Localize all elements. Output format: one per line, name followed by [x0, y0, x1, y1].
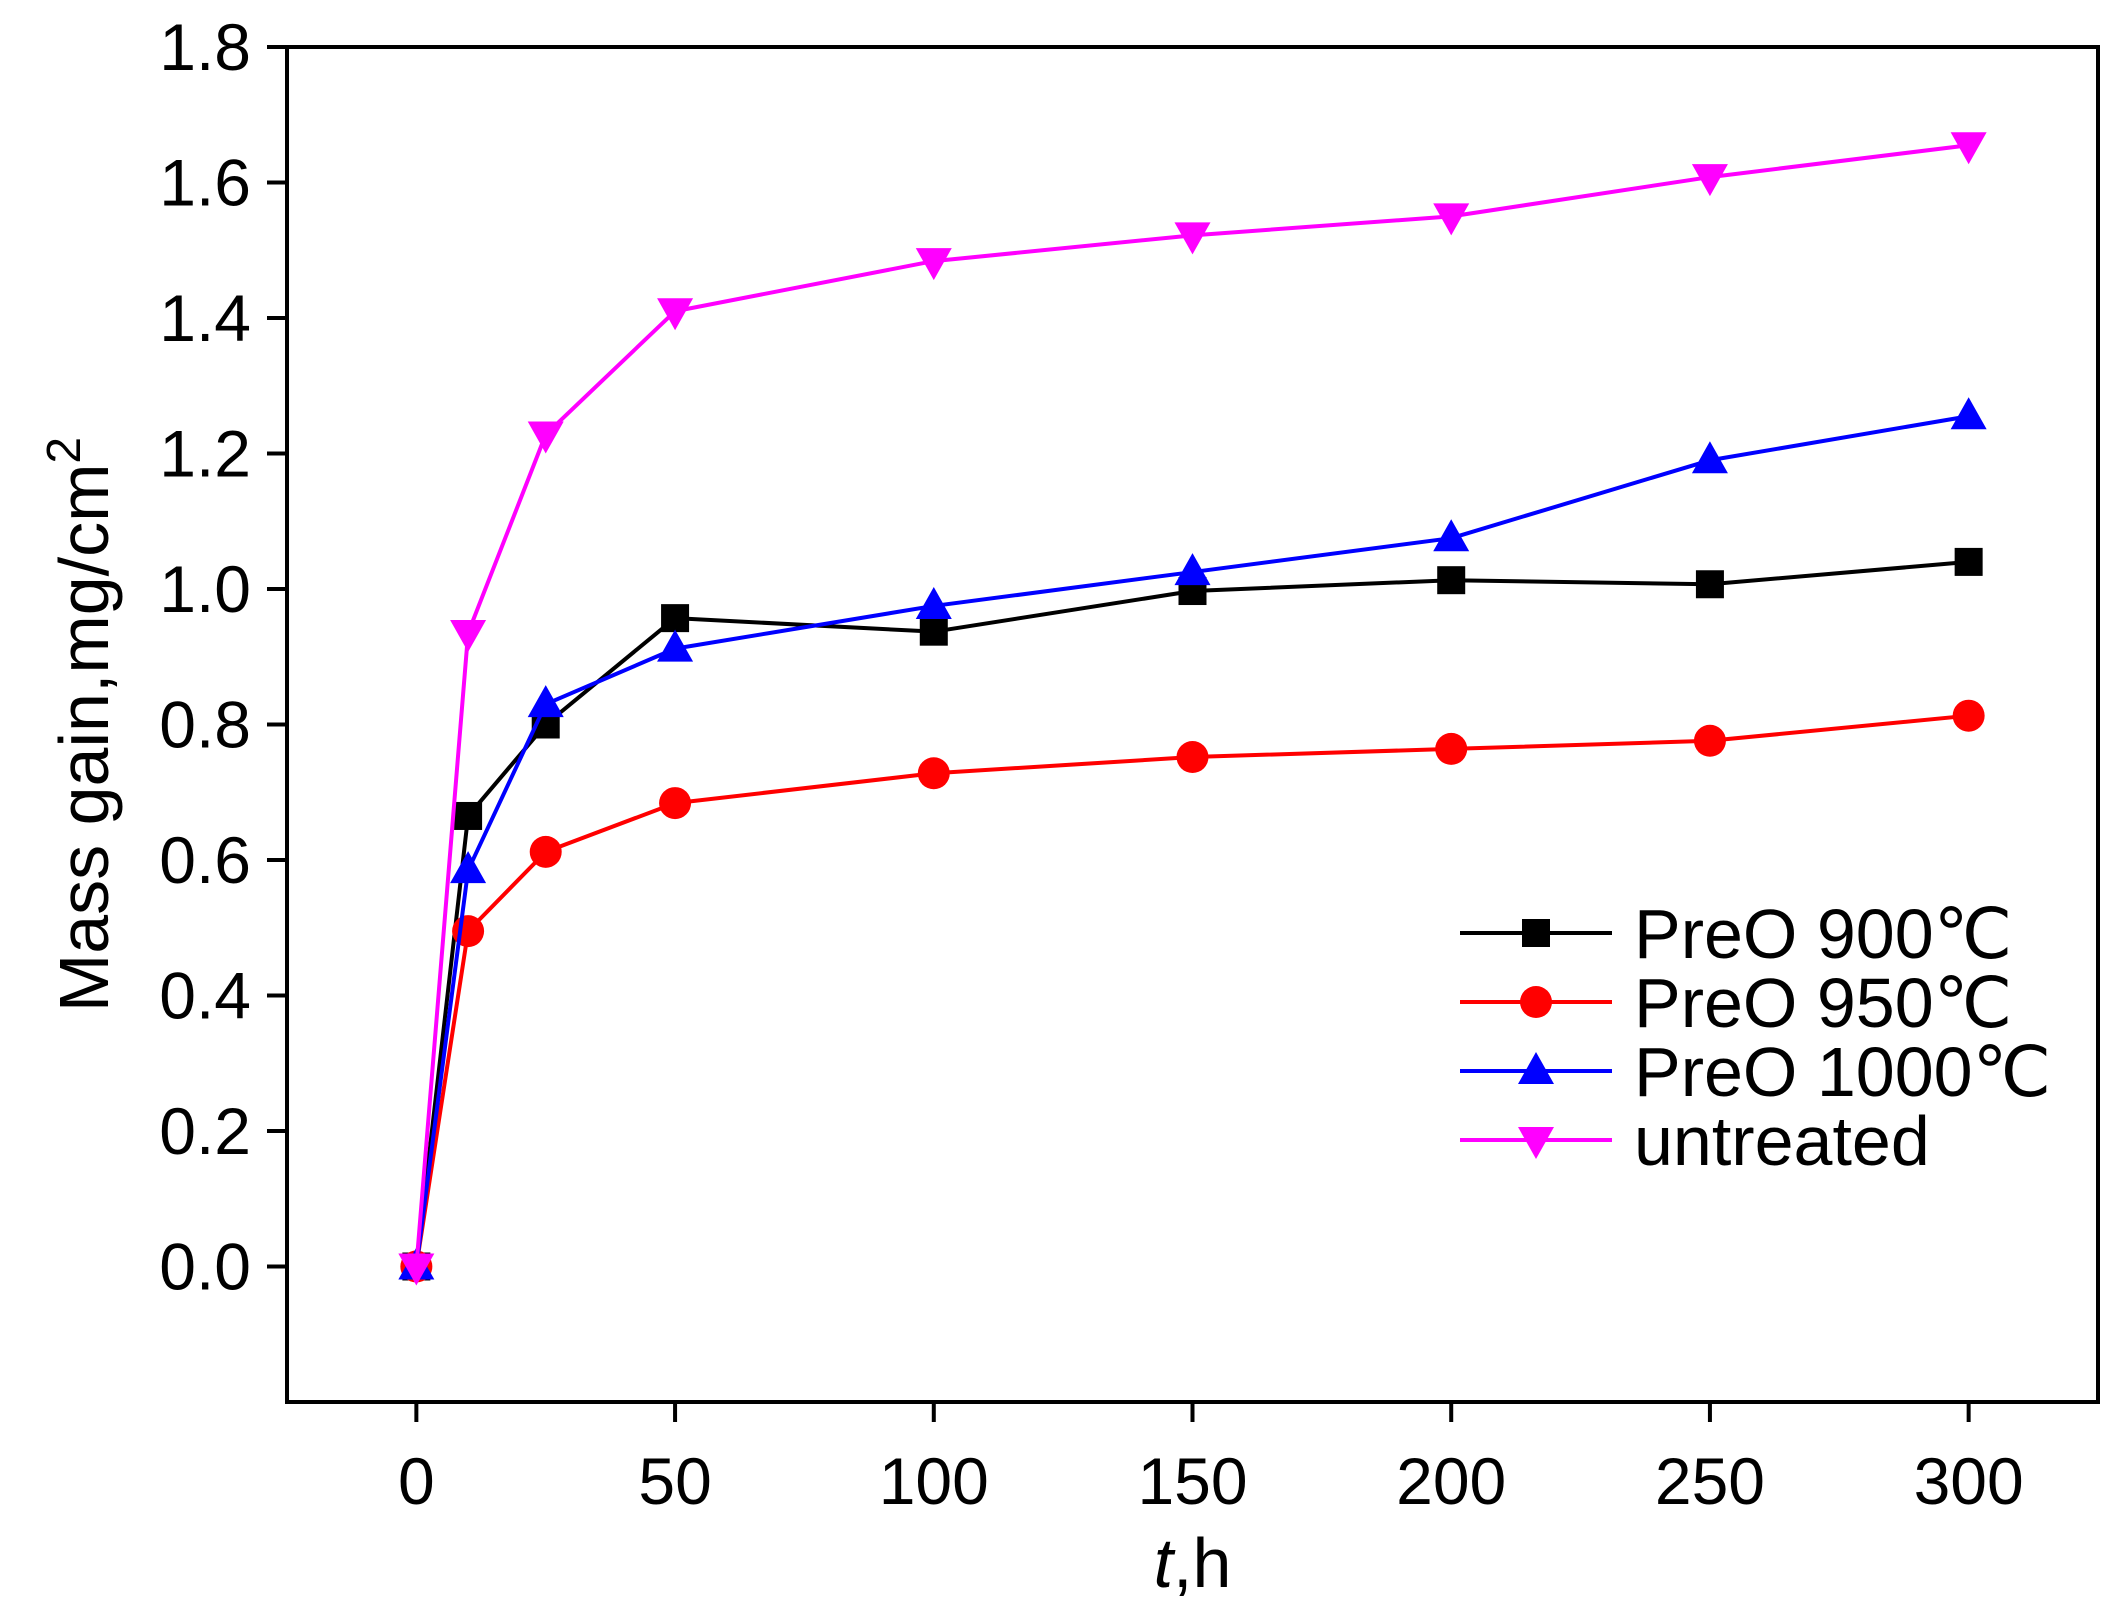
series-untreated [398, 132, 1987, 1286]
data-point [454, 801, 483, 830]
y-axis-title-text: Mass gain,mg/cm [45, 464, 123, 1012]
data-point [1435, 732, 1468, 765]
data-point [1174, 553, 1211, 586]
data-point [529, 835, 562, 868]
y-tick-label: 0.8 [159, 688, 251, 762]
y-tick-label: 1.4 [159, 281, 251, 355]
data-point [1954, 547, 1983, 576]
data-point [1695, 570, 1724, 599]
x-tick-label: 150 [1137, 1444, 1247, 1518]
y-tick-label: 0.6 [159, 823, 251, 897]
y-tick-label: 0.0 [159, 1230, 251, 1304]
y-tick-label: 0.2 [159, 1094, 251, 1168]
data-point [661, 604, 690, 633]
x-tick-label: 250 [1655, 1444, 1765, 1518]
legend-label: untreated [1634, 1102, 1930, 1180]
data-point [450, 851, 487, 884]
data-point [919, 617, 948, 646]
y-tick-label: 1.0 [159, 552, 251, 626]
data-point [1693, 724, 1726, 757]
data-point [915, 586, 952, 619]
legend-label: PreO 900℃ [1634, 895, 2012, 973]
data-point [1437, 566, 1466, 595]
y-tick-label: 0.4 [159, 959, 251, 1033]
legend-label: PreO 1000℃ [1634, 1033, 2051, 1111]
y-axis-title: Mass gain,mg/cm2 [38, 437, 123, 1012]
data-point [1950, 397, 1987, 430]
x-tick-label: 200 [1396, 1444, 1506, 1518]
y-tick-label: 1.8 [159, 10, 251, 84]
data-point [527, 421, 564, 454]
x-tick-label: 100 [879, 1444, 989, 1518]
ticks-layer: 0 50 100 150 200 250 300 0.0 0.2 0.4 0.6 0.8 1.0 1.2 1… [159, 10, 2023, 1518]
y-axis-title-superscript: 2 [38, 437, 91, 464]
legend-entry-preo-1000: PreO 1000℃ [1460, 1033, 2051, 1111]
x-axis-title-italic: t [1154, 1524, 1176, 1602]
data-point [917, 757, 950, 790]
data-point [1174, 222, 1211, 255]
x-tick-label: 300 [1914, 1444, 2024, 1518]
data-point [915, 248, 952, 281]
data-point [527, 685, 564, 718]
data-point [1691, 164, 1728, 197]
y-tick-label: 1.6 [159, 146, 251, 220]
y-tick-label: 1.2 [159, 417, 251, 491]
legend-entry-untreated: untreated [1460, 1102, 1930, 1180]
data-point [398, 1253, 435, 1286]
data-point [657, 629, 694, 662]
x-axis-title: t,h [1154, 1524, 1232, 1602]
legend-label: PreO 950℃ [1634, 964, 2012, 1042]
series-preo-900 [402, 547, 1983, 1281]
legend-marker [1518, 1127, 1554, 1159]
legend-marker [1522, 919, 1550, 947]
data-point [657, 298, 694, 331]
x-axis-title-unit: ,h [1173, 1524, 1231, 1602]
series-preo-1000 [398, 397, 1987, 1280]
x-tick-label: 0 [398, 1444, 435, 1518]
data-point [1433, 519, 1470, 552]
legend-marker [1518, 1052, 1554, 1084]
data-point [1952, 699, 1985, 732]
legend-entry-preo-900: PreO 900℃ [1460, 895, 2012, 973]
data-point [659, 787, 692, 820]
data-point [1433, 203, 1470, 236]
data-point [1950, 132, 1987, 165]
data-point [450, 620, 487, 653]
x-tick-label: 50 [638, 1444, 711, 1518]
data-point [1176, 741, 1209, 774]
series-layer [398, 132, 1987, 1286]
data-point [1691, 441, 1728, 474]
legend-entry-preo-950: PreO 950℃ [1460, 964, 2012, 1042]
legend-marker [1520, 986, 1552, 1018]
